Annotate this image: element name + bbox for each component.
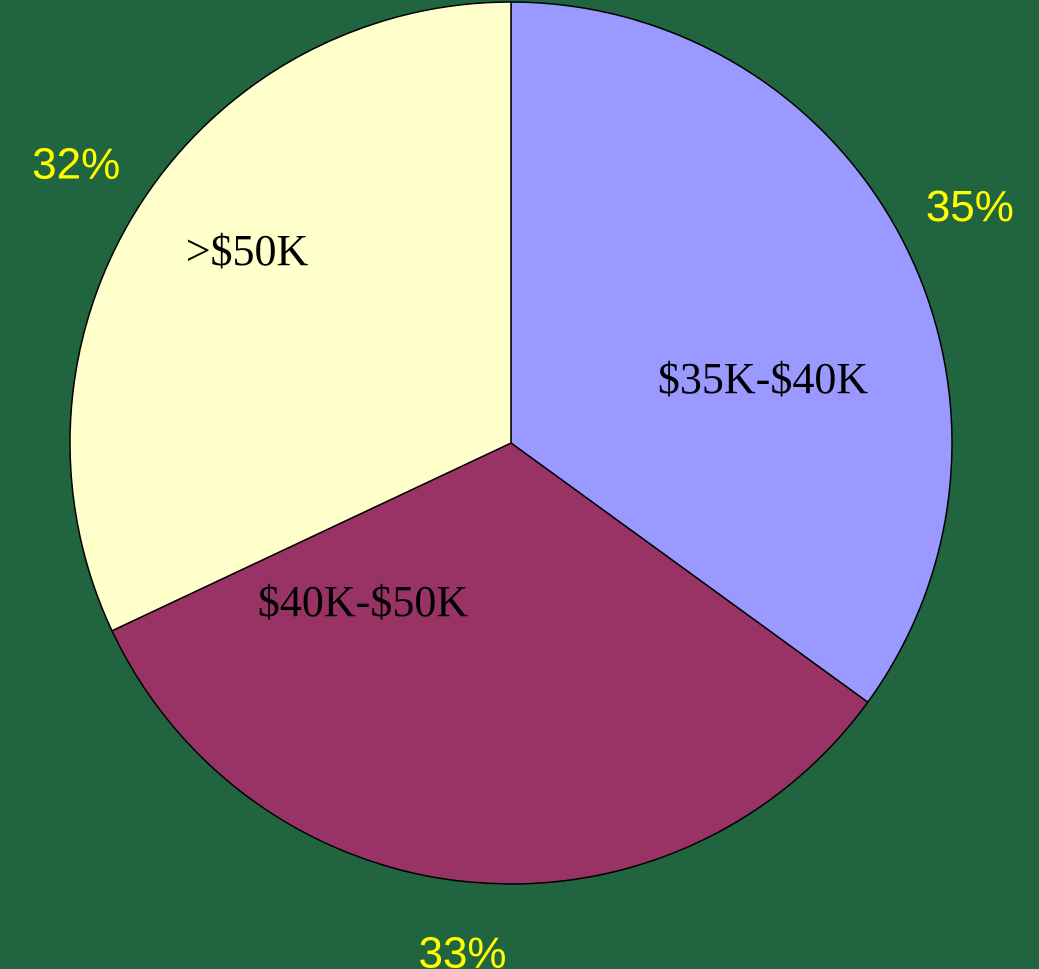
percent-label: 35%: [926, 182, 1014, 231]
slice-label: >$50K: [186, 226, 309, 275]
pie-slice: [69, 1, 512, 632]
pie-slice: [110, 442, 869, 885]
slice-label: $35K-$40K: [658, 354, 868, 403]
slice-label: $40K-$50K: [258, 577, 468, 626]
pie-slice: [510, 1, 953, 704]
percent-label: 32%: [32, 140, 120, 189]
percent-label: 33%: [418, 928, 506, 969]
